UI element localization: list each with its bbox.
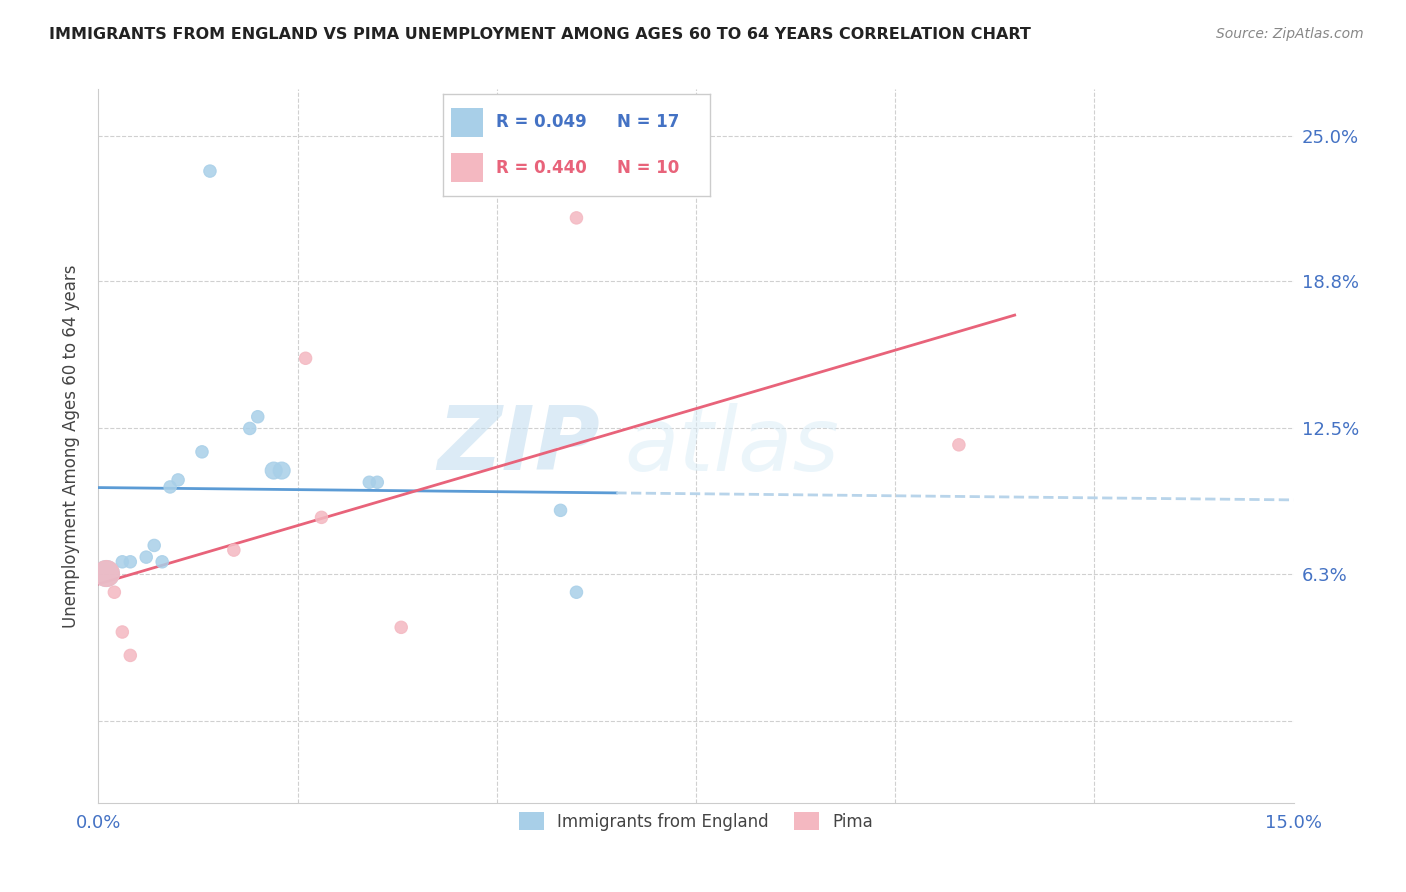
Y-axis label: Unemployment Among Ages 60 to 64 years: Unemployment Among Ages 60 to 64 years xyxy=(62,264,80,628)
Point xyxy=(359,475,381,490)
Point xyxy=(143,538,166,552)
Point xyxy=(96,566,118,581)
Bar xyxy=(451,108,484,136)
Point xyxy=(366,475,388,490)
Point xyxy=(948,438,970,452)
Legend: Immigrants from England, Pima: Immigrants from England, Pima xyxy=(512,805,880,838)
Text: Source: ZipAtlas.com: Source: ZipAtlas.com xyxy=(1216,27,1364,41)
Point xyxy=(550,503,572,517)
Point xyxy=(198,164,221,178)
Text: IMMIGRANTS FROM ENGLAND VS PIMA UNEMPLOYMENT AMONG AGES 60 TO 64 YEARS CORRELATI: IMMIGRANTS FROM ENGLAND VS PIMA UNEMPLOY… xyxy=(49,27,1031,42)
Point xyxy=(96,566,118,581)
Bar xyxy=(451,153,484,182)
Point xyxy=(565,585,588,599)
Point xyxy=(159,480,181,494)
Point xyxy=(120,648,142,663)
Point xyxy=(111,555,134,569)
Point xyxy=(222,543,245,558)
Text: R = 0.049: R = 0.049 xyxy=(496,113,588,131)
Point xyxy=(120,555,142,569)
Text: N = 17: N = 17 xyxy=(616,113,679,131)
Point xyxy=(389,620,412,634)
Text: atlas: atlas xyxy=(624,403,839,489)
Point xyxy=(311,510,333,524)
Text: R = 0.440: R = 0.440 xyxy=(496,159,588,177)
Point xyxy=(191,445,214,459)
Text: ZIP: ZIP xyxy=(437,402,600,490)
Point xyxy=(103,585,125,599)
Point xyxy=(246,409,269,424)
Text: N = 10: N = 10 xyxy=(616,159,679,177)
Point xyxy=(135,550,157,565)
Point xyxy=(270,464,292,478)
Point xyxy=(239,421,262,435)
Point xyxy=(565,211,588,225)
Point xyxy=(294,351,316,366)
Point xyxy=(150,555,173,569)
Point xyxy=(263,464,285,478)
Point xyxy=(111,625,134,640)
Point xyxy=(167,473,190,487)
